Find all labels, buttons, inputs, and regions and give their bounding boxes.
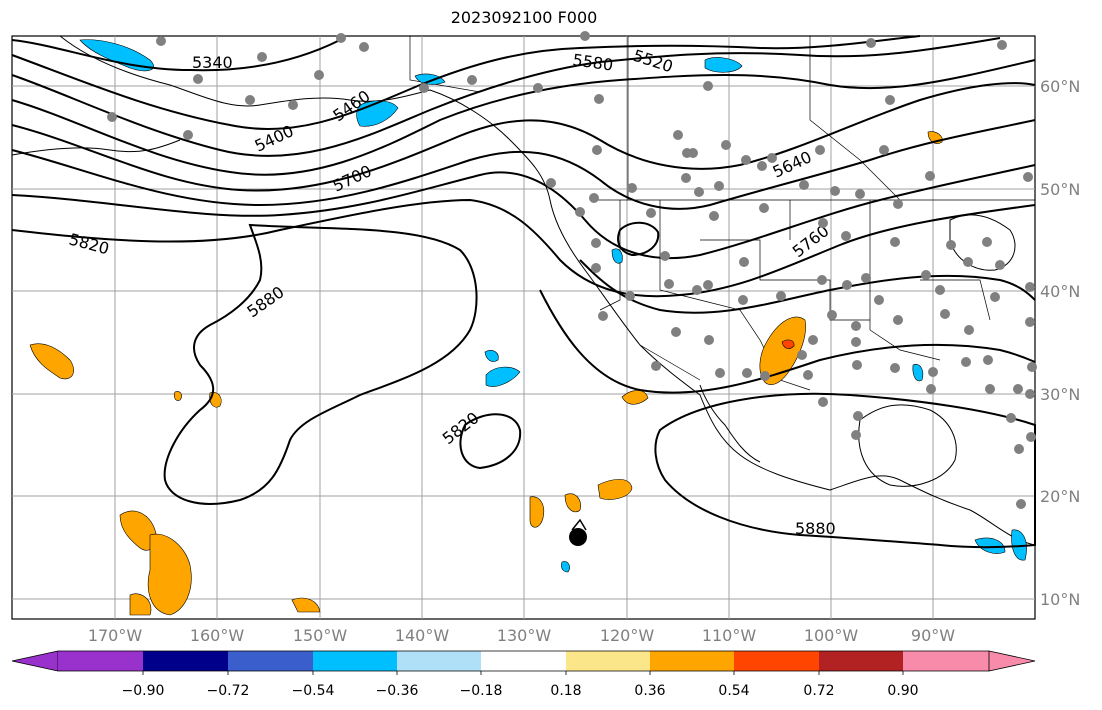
lat-tick-label: 20°N (1040, 487, 1080, 506)
colorbar-tick-label: −0.72 (207, 683, 250, 699)
lon-tick-label: 150°W (293, 626, 348, 645)
colorbar-tick-label: 0.54 (718, 683, 749, 699)
coastlines (11, 35, 1036, 546)
lon-tick-label: 160°W (190, 626, 245, 645)
latitude-axis: 60°N 50°N 40°N 30°N 20°N 10°N (1040, 77, 1080, 609)
colorbar-segment (313, 651, 397, 671)
colorbar-tick-label: −0.54 (292, 683, 335, 699)
colorbar-segment (734, 651, 819, 671)
colorbar-tick-label: −0.90 (122, 683, 165, 699)
colorbar-segment (903, 651, 989, 671)
colorbar-extend-right (988, 650, 1036, 672)
lon-tick-label: 140°W (395, 626, 450, 645)
colorbar-segment (566, 651, 650, 671)
lon-tick-label: 120°W (600, 626, 655, 645)
contour-label: 5340 (192, 53, 233, 72)
lon-tick-label: 130°W (497, 626, 552, 645)
lat-tick-label: 60°N (1040, 77, 1080, 96)
colorbar-tick-label: 0.72 (803, 683, 834, 699)
colorbar-segment (819, 651, 903, 671)
colorbar-segment (228, 651, 313, 671)
colorbar-tick-label: −0.36 (376, 683, 419, 699)
colorbar: −0.90 −0.72 −0.54 −0.36 −0.18 0.18 0.36 … (11, 650, 1036, 699)
height-contours (11, 35, 1036, 549)
colorbar-tick-label: −0.18 (460, 683, 503, 699)
lat-tick-label: 40°N (1040, 282, 1080, 301)
contour-label: 5880 (795, 519, 836, 538)
lat-tick-label: 30°N (1040, 385, 1080, 404)
lon-tick-label: 100°W (804, 626, 859, 645)
lon-tick-label: 170°W (88, 626, 143, 645)
longitude-axis: 170°W 160°W 150°W 140°W 130°W 120°W 110°… (88, 626, 955, 645)
colorbar-segment (650, 651, 734, 671)
colorbar-segment (397, 651, 481, 671)
colorbar-tick-label: 0.90 (887, 683, 918, 699)
station-dots (107, 31, 1037, 509)
lat-tick-label: 10°N (1040, 590, 1080, 609)
map-title: 2023092100 F000 (450, 8, 598, 27)
colorbar-tick-label: 0.18 (550, 683, 581, 699)
colorbar-segment (481, 651, 566, 671)
shaded-field (29, 39, 1027, 616)
colorbar-tick-label: 0.36 (634, 683, 665, 699)
colorbar-extend-left (11, 650, 59, 672)
storm-marker (569, 518, 587, 546)
colorbar-segment (143, 651, 228, 671)
colorbar-segment (58, 651, 143, 671)
lon-tick-label: 110°W (702, 626, 757, 645)
lon-tick-label: 90°W (911, 626, 955, 645)
lat-tick-label: 50°N (1040, 180, 1080, 199)
storm-center-marker (569, 528, 587, 546)
